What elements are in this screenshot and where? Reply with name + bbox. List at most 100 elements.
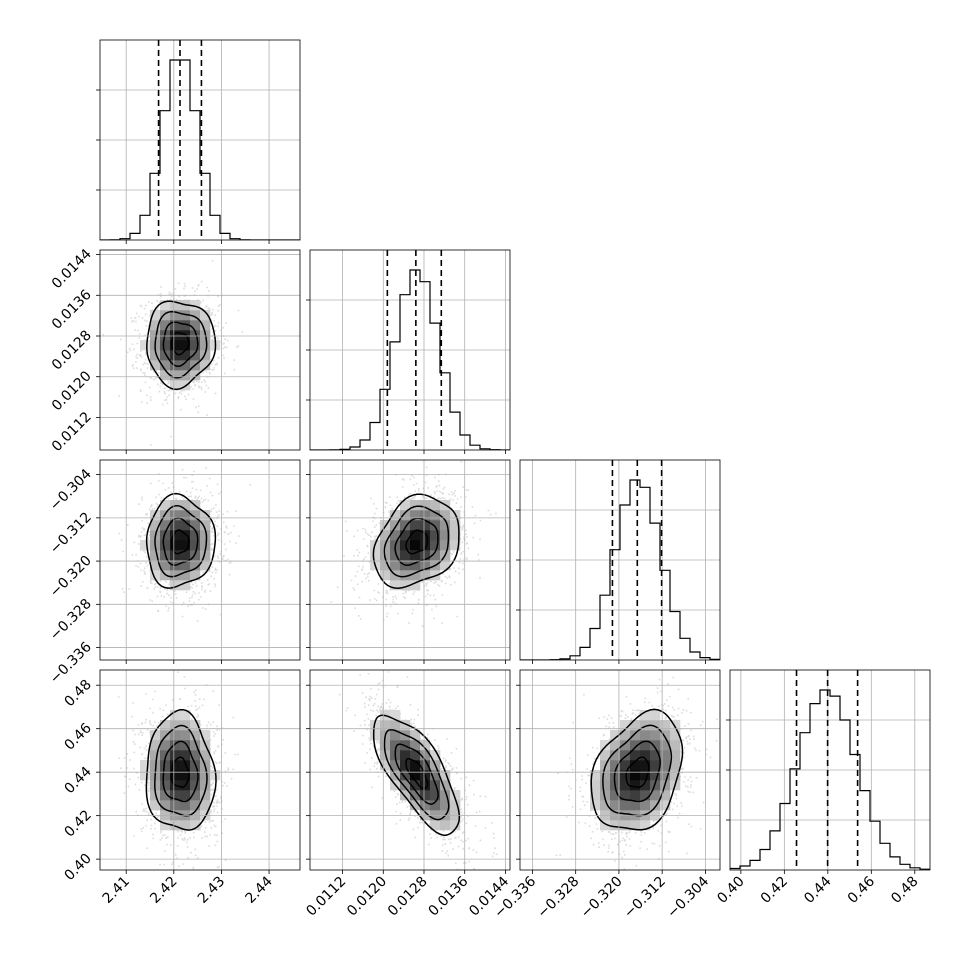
density-cell [400,720,411,731]
panel-frame [309,669,511,871]
contour-level-2 [162,321,199,368]
density-cell [670,760,681,771]
density-cell [650,770,661,781]
density-cell [390,740,401,751]
contour-level-3 [154,310,208,379]
density-cell [450,800,461,811]
x-tick-label: 0.46 [845,873,878,906]
density-cell [430,750,441,761]
density-cell [600,750,611,761]
histogram-0 [96,39,301,244]
x-tick-label: −0.320 [578,874,626,922]
density-cell [170,340,181,351]
density-cell [200,360,211,371]
density-cell [380,530,391,541]
density-cell [450,790,461,801]
density-cell [170,800,181,811]
density-cell [620,810,631,821]
density-cell [170,330,181,341]
y-tick-label: 0.0120 [49,368,95,414]
density-cell [190,730,201,741]
density-cell [160,300,171,311]
panel-2-0: −0.336−0.328−0.320−0.312−0.304 [47,459,301,687]
y-tick-label: −0.304 [47,466,95,514]
contour-level-2 [162,740,199,803]
density-cell [200,770,211,781]
density-cell [200,510,211,521]
density-cell [660,760,671,771]
density-cell [160,350,171,361]
density-cell [390,520,401,531]
density-cell [140,760,151,771]
density-cell [440,800,451,811]
contour-level-1 [625,756,650,788]
density-cell [430,540,441,551]
density-cell [620,780,631,791]
density-cell [150,550,161,561]
density-cell [180,720,191,731]
density-cell [440,530,451,541]
density-cell [430,530,441,541]
density-cell [610,750,621,761]
density-cell [420,570,431,581]
density-cell [190,570,201,581]
density-cell [190,780,201,791]
density-cell [410,570,421,581]
density-cell [670,770,681,781]
density-cell [400,540,411,551]
density-cell [410,740,421,751]
density-cell [180,570,191,581]
contour-level-4 [145,708,217,831]
density-cell [200,550,211,561]
y-tick-label: −0.336 [47,639,95,687]
density-cell [200,540,211,551]
density-cell [190,790,201,801]
y-tick-label: 0.46 [61,720,94,753]
density-cell [590,770,601,781]
y-tick-label: 0.44 [61,764,94,797]
density-cell [650,740,661,751]
density-cell [190,560,201,571]
density-cell [440,780,451,791]
x-tick-label: 2.43 [195,874,228,907]
density-cell [600,780,611,791]
histogram-steps [100,59,300,240]
density-cell [630,820,641,831]
density-cell [180,360,191,371]
histogram-steps [310,269,510,450]
density-cell [170,320,181,331]
density-cell [400,550,411,561]
histogram-steps [730,689,930,870]
density-cell [420,790,431,801]
density-cell [150,350,161,361]
density-cell [160,820,171,831]
density-cell [620,740,631,751]
density-cell [410,520,421,531]
y-tick-label: −0.320 [47,553,95,601]
contour-level-3 [154,724,208,817]
density-cell [630,800,641,811]
x-tick-label: 2.44 [243,873,276,906]
density-cell [410,780,421,791]
density-cell [410,750,421,761]
density-cell [650,730,661,741]
density-cell [440,520,451,531]
density-cell [200,310,211,321]
x-tick-label: −0.312 [621,874,669,922]
density-cell [180,510,191,521]
density-cell [170,820,181,831]
density-cell [410,500,421,511]
histogram-3: 0.40 0.42 0.44 0.46 0.48 [714,669,931,907]
density-cell [180,320,191,331]
density-cell [190,520,201,531]
density-cell [600,740,611,751]
density-cell [610,800,621,811]
panel-frame [99,459,301,661]
density-cell [420,520,431,531]
y-tick-label: 0.0144 [49,246,95,292]
scatter-points [118,671,239,870]
density-cell [160,790,171,801]
density-cell [370,720,381,731]
density-cell [450,820,461,831]
